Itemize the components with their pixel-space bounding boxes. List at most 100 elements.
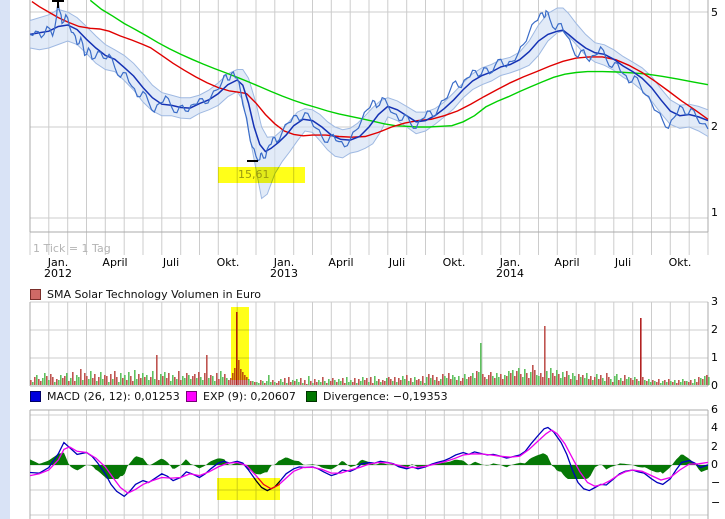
volume-bar <box>152 371 154 385</box>
volume-bar <box>250 381 252 385</box>
volume-bar <box>64 376 66 385</box>
volume-bar <box>418 379 420 385</box>
volume-bar <box>298 382 300 385</box>
volume-bar <box>638 381 640 385</box>
volume-bar <box>422 376 424 385</box>
volume-bar <box>530 372 532 385</box>
volume-bar <box>286 383 288 385</box>
volume-bar <box>314 379 316 385</box>
volume-bar <box>180 380 182 385</box>
volume-bar <box>676 383 678 385</box>
volume-bar <box>338 379 340 385</box>
volume-bar <box>508 371 510 385</box>
bollinger-band-area <box>30 8 708 199</box>
volume-bar <box>332 378 334 385</box>
volume-bar <box>56 379 58 385</box>
volume-bar <box>674 380 676 385</box>
volume-bar <box>536 375 538 385</box>
volume-bar <box>92 378 94 385</box>
volume-bar <box>116 377 118 385</box>
volume-bar <box>372 383 374 385</box>
volume-bar <box>312 383 314 385</box>
volume-bar <box>510 373 512 385</box>
volume-bar <box>176 379 178 385</box>
volume-bar <box>156 355 158 385</box>
volume-bar <box>184 378 186 385</box>
volume-bar <box>472 373 474 385</box>
volume-bar <box>70 378 72 385</box>
volume-bar <box>678 380 680 385</box>
volume-bar <box>394 377 396 385</box>
volume-bar <box>454 377 456 385</box>
volume-bar <box>78 377 80 385</box>
exp-legend-item: EXP (9): 0,20607 <box>186 390 296 403</box>
volume-bar <box>486 379 488 385</box>
volume-bar <box>656 382 658 385</box>
price-y-label: 5 <box>711 6 718 19</box>
volume-bar <box>444 376 446 385</box>
volume-bar <box>260 380 262 385</box>
volume-bar <box>414 377 416 385</box>
x-axis-label: Juli <box>614 256 632 269</box>
volume-bar <box>192 376 194 385</box>
volume-bar <box>632 380 634 385</box>
volume-bar <box>270 382 272 385</box>
volume-bar <box>274 382 276 385</box>
volume-bar <box>202 380 204 385</box>
volume-bar <box>480 343 482 385</box>
volume-bar <box>412 382 414 385</box>
volume-bar <box>110 374 112 385</box>
volume-bar <box>706 375 708 385</box>
volume-bar <box>140 378 142 385</box>
volume-bar <box>198 372 200 385</box>
volume-bar <box>588 379 590 385</box>
volume-bar <box>290 382 292 385</box>
volume-legend: SMA Solar Technology Volumen in Euro <box>30 288 261 301</box>
volume-bar <box>408 381 410 385</box>
volume-bar <box>634 377 636 385</box>
volume-y-label: 0 <box>711 379 718 392</box>
volume-bar <box>358 379 360 385</box>
volume-bar <box>430 378 432 385</box>
volume-bar <box>426 377 428 385</box>
volume-bar <box>624 375 626 385</box>
tick-resolution-note: 1 Tick = 1 Tag <box>33 242 111 255</box>
volume-bar <box>44 373 46 385</box>
volume-bar <box>126 380 128 385</box>
volume-bar <box>696 382 698 385</box>
volume-bar <box>566 371 568 385</box>
volume-legend-label: SMA Solar Technology Volumen in Euro <box>47 288 261 301</box>
volume-bar <box>138 374 140 385</box>
series-gd-gruen <box>89 0 709 128</box>
volume-bar <box>86 376 88 385</box>
volume-bar <box>276 383 278 385</box>
volume-bar <box>94 374 96 385</box>
volume-bar <box>420 381 422 385</box>
volume-bar <box>636 379 638 385</box>
series-kurs <box>29 2 709 162</box>
volume-bar <box>452 375 454 385</box>
volume-bar <box>72 372 74 385</box>
volume-bar <box>516 371 518 385</box>
volume-bar <box>58 380 60 385</box>
macd-legend-label: MACD (26, 12): 0,01253 <box>47 390 180 403</box>
volume-bar <box>62 378 64 385</box>
macd-y-label: 2 <box>711 440 718 453</box>
divergence-legend-item: Divergence: −0,19353 <box>306 390 448 403</box>
volume-bar <box>662 381 664 385</box>
volume-bar <box>38 379 40 385</box>
volume-bar <box>108 382 110 385</box>
x-axis-label: Okt. <box>668 256 692 269</box>
volume-bar <box>698 377 700 385</box>
left-margin-strip <box>0 0 10 519</box>
volume-bar <box>584 378 586 385</box>
volume-bar <box>404 379 406 385</box>
volume-bar <box>210 375 212 385</box>
volume-bar <box>218 379 220 385</box>
volume-bar <box>694 379 696 385</box>
volume-bar <box>630 378 632 385</box>
volume-bar <box>294 381 296 385</box>
macd-y-label: − <box>711 496 721 509</box>
volume-bar <box>562 372 564 385</box>
